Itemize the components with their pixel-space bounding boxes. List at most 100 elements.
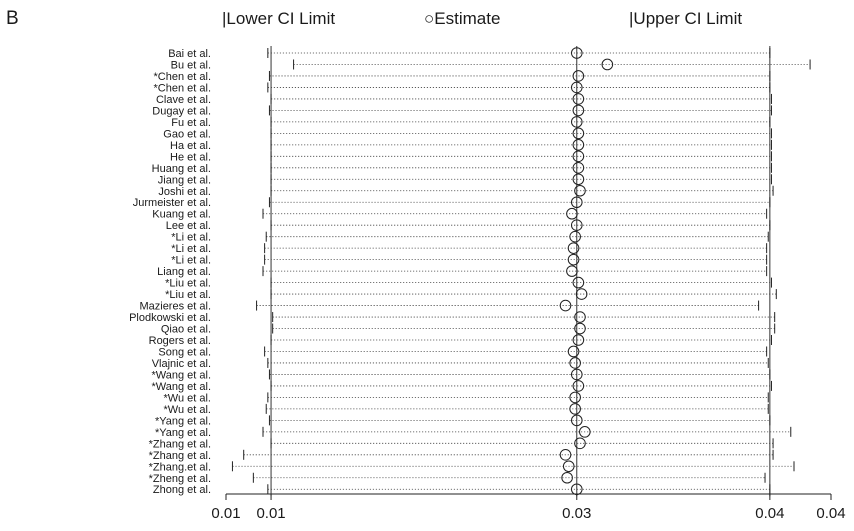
study-row: Bai et al. [168,47,771,60]
estimate-point [572,139,585,151]
study-label: *Yang et al. [155,427,211,439]
study-row: *Liu et al. [165,276,772,290]
study-label: Lee et al. [166,220,211,232]
estimate-point [574,437,586,450]
study-label: *Wang et al. [151,369,211,381]
study-label: Joshi et al. [158,186,211,198]
study-row: Bu et al. [171,58,811,71]
estimate-point [567,253,580,266]
study-label: Bu et al. [171,59,211,71]
study-row: *Yang et al. [155,414,771,427]
estimate-point [574,184,586,197]
study-row: Fu et al. [171,116,771,129]
legend-upper-ci-label: Upper CI Limit [633,9,743,28]
x-tick-label: 0.03 [562,505,591,522]
estimate-point [566,207,578,220]
estimate-point [570,47,583,59]
estimate-point [572,162,585,174]
study-label: Kuang et al. [152,209,211,221]
estimate-point [572,70,585,82]
panel-label: B [6,8,19,29]
x-tick-label: 0.01 [256,505,285,522]
study-label: Song et al. [158,346,211,358]
study-label: Qiao et al. [161,324,211,336]
study-row: *Li et al. [171,253,768,267]
study-rows: Bai et al.Bu et al.*Chen et al.*Chen et … [129,47,811,496]
study-label: *Yang et al. [155,415,211,427]
estimate-point [567,242,580,254]
study-label: Jiang et al. [158,174,211,186]
study-label: *Chen et al. [154,82,211,94]
study-label: *Chen et al. [154,71,211,83]
study-label: Ha et al. [170,140,211,152]
estimate-point [572,93,585,105]
estimate-point [569,357,581,369]
study-row: Plodkowski et al. [129,311,776,324]
study-label: *Liu et al. [165,278,211,290]
x-tick-label: 0.04 [816,505,845,522]
study-row: *Zhang et al. [149,449,774,462]
study-row: Joshi et al. [158,184,774,198]
study-row: Lee et al. [166,219,771,232]
study-row: Clave et al. [156,93,772,106]
legend-estimate: ○Estimate [424,9,500,29]
estimate-point [567,345,580,358]
study-label: Mazieres et al. [139,301,211,313]
study-label: *Wang et al. [151,381,211,393]
study-label: *Wu et al. [164,404,212,416]
study-row: Jiang et al. [158,173,772,186]
study-row: *Zhang.et al. [149,460,795,473]
estimate-point [569,391,581,404]
study-label: Vlajnic et al. [152,358,211,370]
study-label: *Li et al. [171,232,211,244]
estimate-point [572,380,585,392]
study-label: Jurmeister et al. [133,197,211,209]
study-row: Rogers et al. [149,334,772,347]
estimate-point [572,150,585,163]
study-row: *Li et al. [171,242,768,255]
study-row: Mazieres et al. [139,299,760,313]
estimate-point [562,460,575,473]
estimate-point [569,403,581,415]
study-row: *Wang et al. [151,380,772,393]
study-label: *Zhang et al. [149,438,211,450]
estimate-point [570,196,583,209]
study-label: *Zheng et al. [149,473,211,485]
study-label: *Zhang.et al. [149,461,211,473]
estimate-point [601,58,614,71]
study-label: He et al. [170,151,211,163]
estimate-point [579,426,591,438]
legend-lower-ci: |Lower CI Limit [222,9,335,29]
study-row: Jurmeister et al. [133,196,771,209]
study-label: *Wu et al. [164,392,212,404]
study-row: Dugay et al. [152,104,772,117]
study-label: Bai et al. [168,48,211,60]
study-label: Rogers et al. [149,335,211,347]
study-row: Ha et al. [170,139,772,152]
study-row: *Li et al. [171,230,769,244]
estimate-point [575,288,588,300]
x-axis: 0.01 0.01 0.03 0.04 0.04 [211,493,846,522]
x-tick-label: 0.01 [211,505,240,522]
estimate-point [566,265,578,277]
estimate-point [574,322,586,335]
estimate-point [572,334,585,346]
estimate-point [570,81,583,94]
study-label: Plodkowski et al. [129,312,211,324]
study-label: Liang et al. [157,266,211,278]
legend-estimate-label: Estimate [434,9,501,28]
study-label: Zhong et al. [153,484,211,496]
legend-lower-ci-label: Lower CI Limit [226,9,336,28]
estimate-point [570,116,583,128]
study-row: Qiao et al. [161,322,776,336]
estimate-point [559,449,572,461]
estimate-point [559,299,572,312]
study-row: *Wang et al. [151,368,771,381]
estimate-point [572,276,585,289]
estimate-point [570,368,583,381]
study-row: *Wu et al. [164,391,769,404]
legend-upper-ci: |Upper CI Limit [629,9,742,29]
estimate-point [572,104,585,117]
study-row: Huang et al. [152,162,772,175]
